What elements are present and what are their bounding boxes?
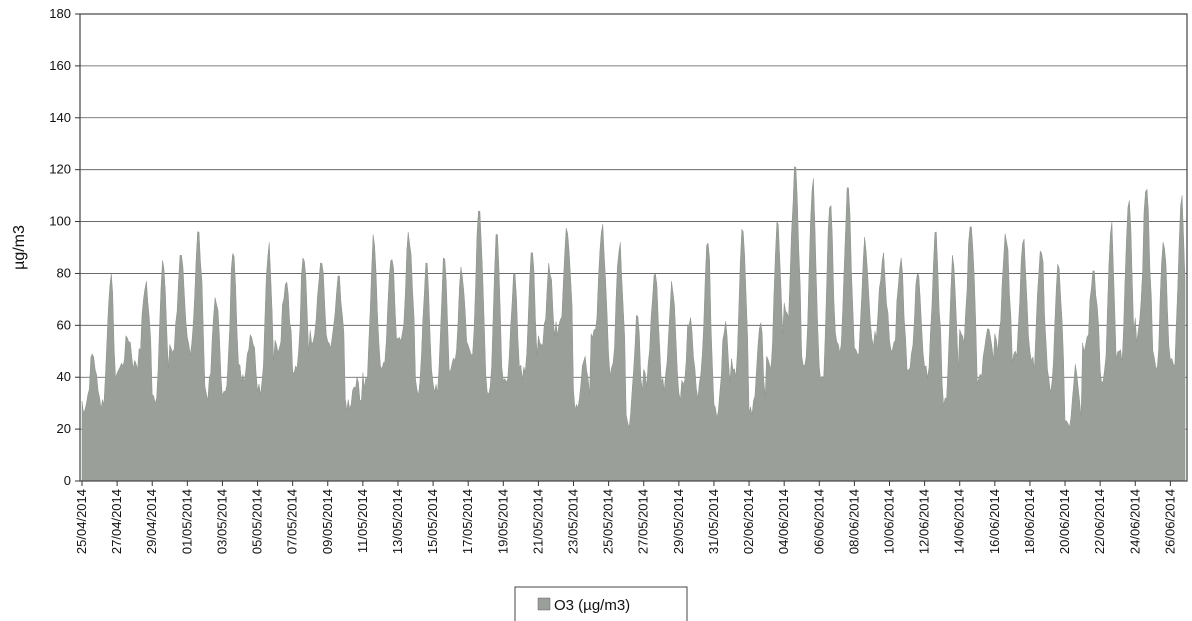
x-tick-label: 24/06/2014: [1127, 489, 1142, 554]
x-tick-label: 23/05/2014: [566, 489, 581, 554]
x-tick-label: 06/06/2014: [811, 489, 826, 554]
o3-series-area: [81, 166, 1186, 482]
y-tick-label: 160: [49, 58, 71, 73]
x-tick-label: 04/06/2014: [776, 489, 791, 554]
x-tick-label: 27/04/2014: [109, 489, 124, 554]
y-tick-label: 180: [49, 6, 71, 21]
x-tick-label: 29/04/2014: [144, 489, 159, 554]
legend-label: O3 (µg/m3): [554, 597, 630, 614]
x-tick-label: 31/05/2014: [706, 489, 721, 554]
x-tick-label: 10/06/2014: [882, 489, 897, 554]
x-tick-label: 22/06/2014: [1092, 489, 1107, 554]
x-tick-label: 09/05/2014: [320, 489, 335, 554]
y-tick-label: 0: [64, 473, 71, 488]
x-tick-label: 12/06/2014: [917, 489, 932, 554]
x-tick-label: 05/05/2014: [250, 489, 265, 554]
y-tick-label: 140: [49, 110, 71, 125]
x-tick-label: 27/05/2014: [636, 489, 651, 554]
y-axis-label: µg/m3: [11, 225, 28, 270]
x-tick-label: 01/05/2014: [179, 489, 194, 554]
x-tick-label: 20/06/2014: [1057, 489, 1072, 554]
x-tick-label: 16/06/2014: [987, 489, 1002, 554]
x-tick-label: 15/05/2014: [425, 489, 440, 554]
x-tick-label: 19/05/2014: [495, 489, 510, 554]
y-tick-label: 120: [49, 162, 71, 177]
x-tick-label: 13/05/2014: [390, 489, 405, 554]
x-tick-label: 08/06/2014: [846, 489, 861, 554]
x-tick-label: 14/06/2014: [952, 489, 967, 554]
x-tick-label: 03/05/2014: [214, 489, 229, 554]
y-tick-label: 40: [57, 369, 71, 384]
y-axis-ticks: 0 20 40 60 80 100 120 140 160 180: [49, 6, 80, 488]
x-tick-label: 07/05/2014: [285, 489, 300, 554]
y-tick-label: 100: [49, 214, 71, 229]
x-tick-label: 18/06/2014: [1022, 489, 1037, 554]
x-tick-label: 29/05/2014: [671, 489, 686, 554]
y-tick-label: 60: [57, 317, 71, 332]
x-axis-ticks: 25/04/2014 27/04/2014 29/04/2014 01/05/2014…: [74, 481, 1177, 554]
x-tick-label: 21/05/2014: [530, 489, 545, 554]
x-tick-label: 11/05/2014: [355, 489, 370, 553]
x-tick-label: 17/05/2014: [460, 489, 475, 554]
x-tick-label: 25/04/2014: [74, 489, 89, 554]
legend-swatch: [537, 597, 551, 611]
x-tick-label: 26/06/2014: [1162, 489, 1177, 554]
plot-frame: [79, 13, 1188, 482]
x-tick-label: 25/05/2014: [601, 489, 616, 554]
legend: O3 (µg/m3): [514, 586, 688, 621]
y-tick-label: 20: [57, 421, 71, 436]
x-tick-label: 02/06/2014: [741, 489, 756, 554]
y-tick-label: 80: [57, 265, 71, 280]
series-area: [81, 166, 1186, 482]
